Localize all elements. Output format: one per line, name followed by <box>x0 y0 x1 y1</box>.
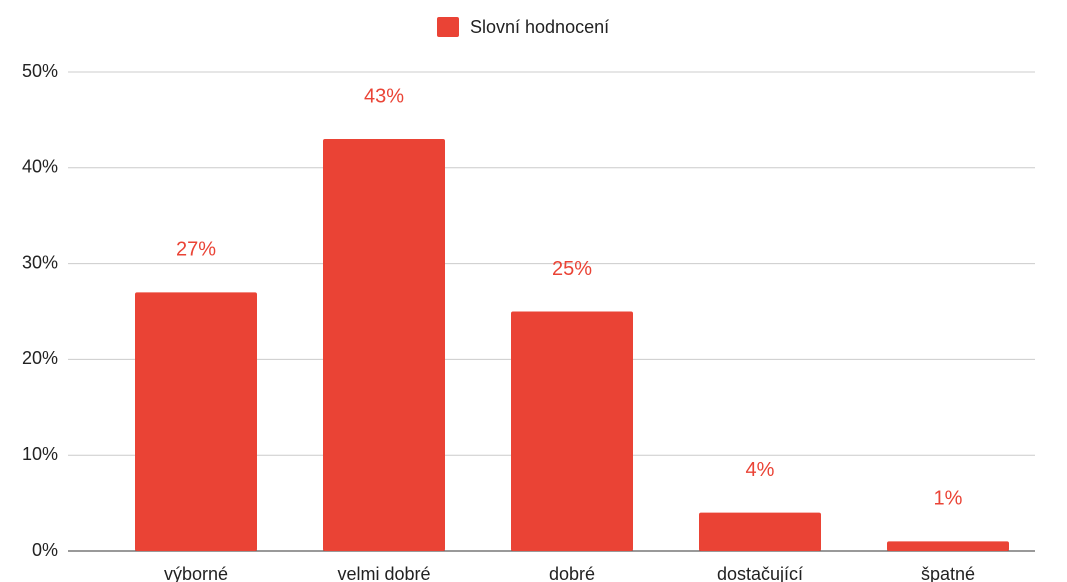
bar <box>323 139 445 551</box>
x-tick-label: výborné <box>164 564 228 582</box>
y-tick-label: 20% <box>22 348 58 368</box>
value-label: 25% <box>552 258 592 280</box>
legend-swatch <box>437 17 459 37</box>
bar <box>135 292 257 551</box>
value-label: 1% <box>934 488 963 510</box>
bar <box>699 512 821 551</box>
y-tick-label: 30% <box>22 252 58 272</box>
legend-label: Slovní hodnocení <box>470 17 609 37</box>
x-tick-label: dostačující <box>717 564 803 582</box>
y-tick-label: 0% <box>32 540 58 560</box>
x-tick-label: dobré <box>549 564 595 582</box>
value-label: 4% <box>746 459 775 481</box>
value-label: 27% <box>176 239 216 261</box>
value-label: 43% <box>364 85 404 107</box>
bar <box>511 311 633 551</box>
y-tick-label: 10% <box>22 444 58 464</box>
y-tick-label: 40% <box>22 157 58 177</box>
x-tick-label: velmi dobré <box>337 564 430 582</box>
bar <box>887 541 1009 551</box>
y-tick-label: 50% <box>22 61 58 81</box>
x-tick-label: špatné <box>921 564 975 582</box>
